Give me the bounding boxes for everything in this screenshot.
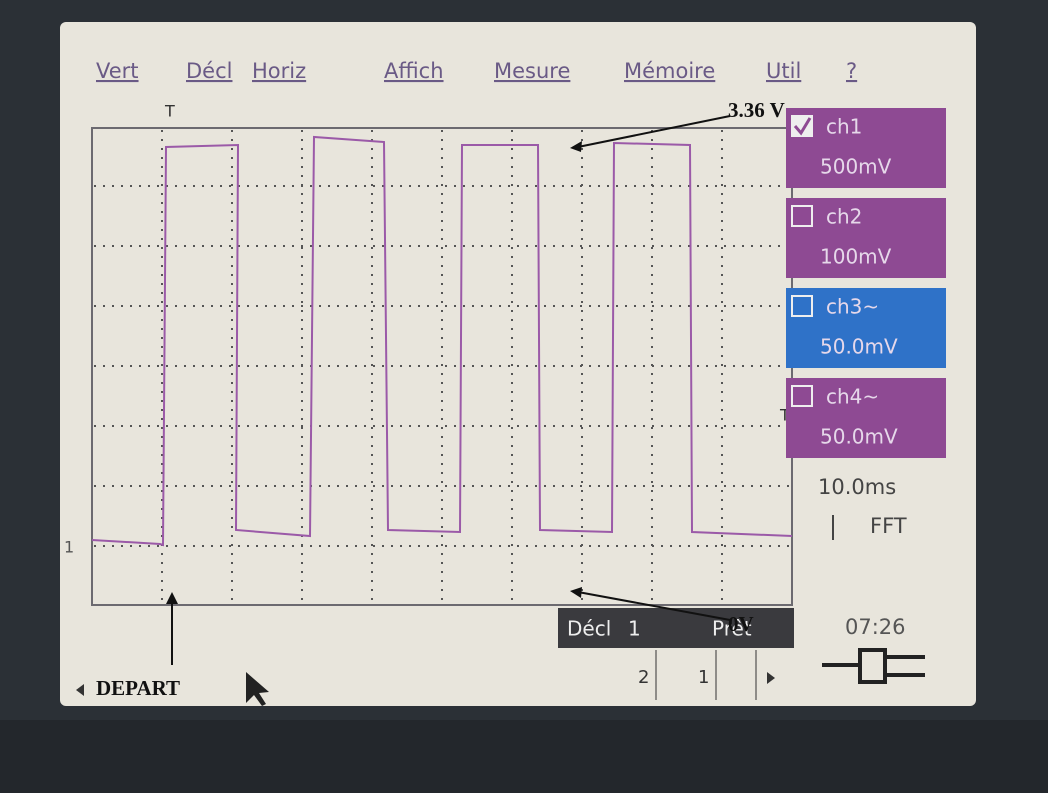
status-trigger: Décl xyxy=(567,617,611,641)
menu-item[interactable]: Affich xyxy=(384,59,444,83)
button-label[interactable]: 1 xyxy=(698,667,709,688)
clock: 07:26 xyxy=(845,615,906,639)
menu-item[interactable]: Décl xyxy=(186,59,232,83)
channel-name: ch2 xyxy=(826,205,862,229)
button-label[interactable]: 2 xyxy=(638,667,649,688)
timebase: 10.0ms xyxy=(818,475,896,499)
channel-scale: 100mV xyxy=(820,245,892,269)
annotation-low: 0V xyxy=(728,612,754,636)
menu-item[interactable]: Horiz xyxy=(252,59,306,83)
menu-item[interactable]: Mesure xyxy=(494,59,570,83)
trigger-marker: T xyxy=(164,102,175,121)
menu-item[interactable]: Vert xyxy=(96,59,139,83)
channel-scale: 50.0mV xyxy=(820,425,898,449)
status-source: 1 xyxy=(628,617,641,641)
channel-name: ch4~ xyxy=(826,385,879,409)
menu-item[interactable]: ? xyxy=(846,59,857,83)
channel-scale: 50.0mV xyxy=(820,335,898,359)
annotation-high: 3.36 V xyxy=(728,98,785,122)
oscilloscope: VertDéclHorizAffichMesureMémoireUtil? T … xyxy=(0,0,1048,793)
menu-item[interactable]: Mémoire xyxy=(624,59,715,83)
menu-item[interactable]: Util xyxy=(766,59,801,83)
mode: FFT xyxy=(870,514,907,538)
channel-scale: 500mV xyxy=(820,155,892,179)
bezel-bottom xyxy=(0,720,1048,793)
channel-name: ch3~ xyxy=(826,295,879,319)
channel-name: ch1 xyxy=(826,115,862,139)
screenshot: VertDéclHorizAffichMesureMémoireUtil? T … xyxy=(0,0,1048,793)
channel-marker: 1 xyxy=(64,538,74,557)
annotation-start: DEPART xyxy=(96,676,180,700)
